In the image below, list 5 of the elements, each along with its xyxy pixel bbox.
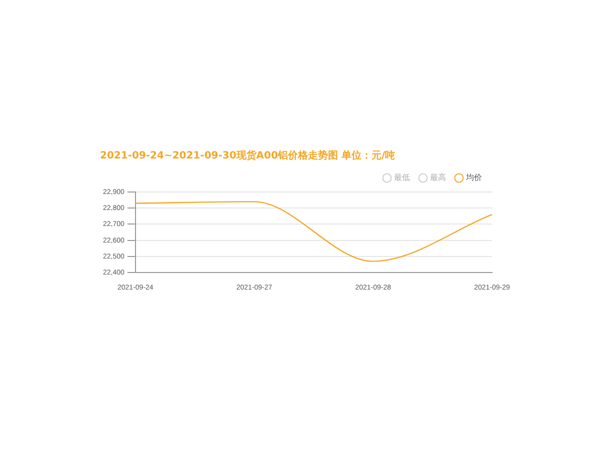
legend-label: 均价 — [465, 173, 482, 182]
chart-title: 2021-09-24~2021-09-30现货A00铝价格走势图 单位：元/吨 — [100, 150, 396, 162]
legend-label: 最高 — [430, 173, 446, 182]
line-series — [134, 201, 493, 262]
legend-label: 最低 — [394, 173, 410, 182]
